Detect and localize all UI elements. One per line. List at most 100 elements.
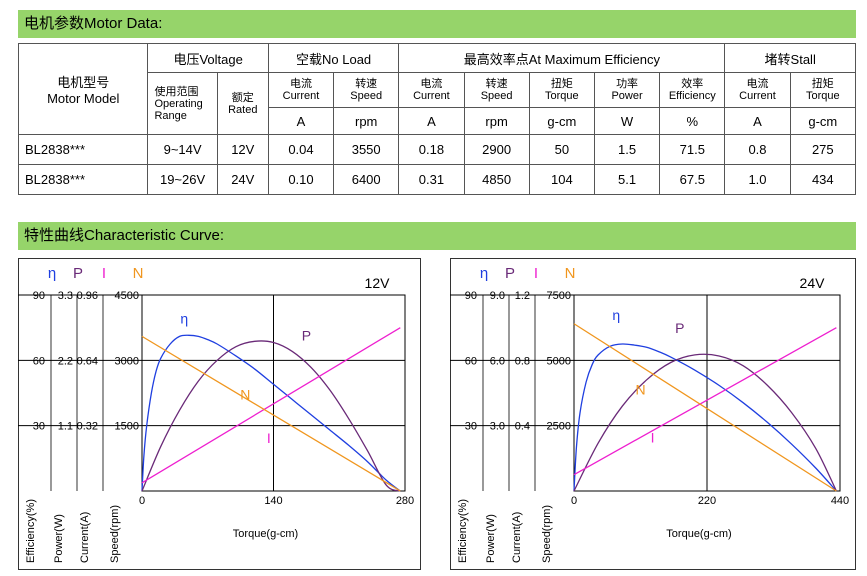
me-torque-header: 扭矩 Torque bbox=[528, 72, 595, 108]
nl-speed-header: 转速 Speed bbox=[333, 72, 400, 108]
series-label-power: P bbox=[302, 328, 311, 344]
rated-header-cn: 额定 bbox=[231, 91, 254, 104]
axis-symbol-current: I bbox=[102, 265, 106, 282]
row-nl-speed: 3550 bbox=[333, 134, 400, 165]
series-label-current: I bbox=[267, 430, 271, 446]
tick-label-efficiency: 90 bbox=[465, 290, 477, 302]
row-range: 9~14V bbox=[147, 134, 218, 165]
row-nl-speed: 6400 bbox=[333, 164, 400, 195]
series-line-power bbox=[573, 353, 837, 492]
x-tick-label: 220 bbox=[698, 495, 716, 507]
range-header-en2: Range bbox=[154, 109, 187, 122]
axis-symbol-speed: N bbox=[565, 265, 576, 282]
x-tick-label: 0 bbox=[571, 495, 577, 507]
me-speed-header: 转速 Speed bbox=[463, 72, 530, 108]
tick-label-current: 1.2 bbox=[515, 290, 530, 302]
table-row: BL2838*** 9~14V 12V 0.04 3550 0.18 2900 … bbox=[17, 134, 857, 165]
unit-cell: A bbox=[724, 107, 791, 135]
tick-label-efficiency: 60 bbox=[33, 355, 45, 367]
axis-symbol-speed: N bbox=[133, 265, 144, 282]
axis-symbol-efficiency: η bbox=[48, 265, 56, 282]
row-st-current: 0.8 bbox=[724, 134, 791, 165]
unit-cell: % bbox=[659, 107, 726, 135]
series-label-speed: N bbox=[240, 387, 250, 403]
me-efficiency-header: 效率 Efficiency bbox=[659, 72, 726, 108]
row-me-eff: 67.5 bbox=[659, 164, 726, 195]
unit-cell: rpm bbox=[463, 107, 530, 135]
series-label-efficiency: η bbox=[612, 307, 620, 323]
motor-data-table: 电机型号 Motor Model 电压Voltage 空载No Load 最高效… bbox=[17, 43, 857, 195]
tick-label-speed: 2500 bbox=[547, 421, 571, 433]
tick-label-current: 0.64 bbox=[77, 355, 98, 367]
row-rated: 12V bbox=[216, 134, 269, 165]
series-line-power bbox=[141, 340, 401, 492]
tick-label-speed: 4500 bbox=[115, 290, 139, 302]
row-me-torque: 50 bbox=[528, 134, 595, 165]
series-line-efficiency bbox=[141, 334, 401, 492]
row-st-current: 1.0 bbox=[724, 164, 791, 195]
series-line-speed bbox=[141, 335, 401, 492]
unit-cell: W bbox=[593, 107, 661, 135]
range-header-en1: Operating bbox=[154, 97, 203, 110]
row-st-torque: 275 bbox=[789, 134, 857, 165]
me-power-header: 功率 Power bbox=[593, 72, 661, 108]
rated-header-en: Rated bbox=[228, 103, 258, 116]
x-axis-label: Torque(g-cm) bbox=[233, 528, 298, 540]
unit-cell: g-cm bbox=[789, 107, 857, 135]
unit-cell: g-cm bbox=[528, 107, 595, 135]
series-line-current bbox=[141, 327, 401, 484]
row-me-current: 0.18 bbox=[398, 134, 465, 165]
axis-symbol-power: P bbox=[73, 265, 83, 282]
motor-data-section-title: 电机参数Motor Data: bbox=[18, 10, 856, 38]
unit-cell: rpm bbox=[333, 107, 400, 135]
axis-title-efficiency: Efficiency(%) bbox=[25, 499, 37, 563]
tick-label-current: 0.32 bbox=[77, 421, 98, 433]
model-header-en: Motor Model bbox=[47, 91, 120, 106]
series-label-speed: N bbox=[635, 381, 645, 397]
me-current-header: 电流 Current bbox=[398, 72, 465, 108]
tick-label-speed: 3000 bbox=[115, 355, 139, 367]
tick-label-current: 0.8 bbox=[515, 355, 530, 367]
tick-label-efficiency: 30 bbox=[465, 421, 477, 433]
row-me-speed: 2900 bbox=[463, 134, 530, 165]
row-rated: 24V bbox=[216, 164, 269, 195]
axis-title-current: Current(A) bbox=[79, 512, 91, 563]
range-header-cn: 使用范围 bbox=[154, 85, 199, 98]
x-tick-label: 280 bbox=[396, 495, 414, 507]
tick-label-current: 0.96 bbox=[77, 290, 98, 302]
tick-label-current: 0.4 bbox=[515, 421, 530, 433]
tick-label-power: 1.1 bbox=[58, 421, 73, 433]
tick-label-power: 3.3 bbox=[58, 290, 73, 302]
tick-label-efficiency: 30 bbox=[33, 421, 45, 433]
axis-title-efficiency: Efficiency(%) bbox=[457, 499, 469, 563]
axis-title-power: Power(W) bbox=[485, 514, 497, 563]
series-label-efficiency: η bbox=[180, 310, 188, 326]
row-me-torque: 104 bbox=[528, 164, 595, 195]
chart-title: 12V bbox=[365, 275, 391, 291]
chart-frame bbox=[450, 258, 856, 570]
no-load-header: 空载No Load bbox=[267, 43, 400, 73]
model-header-cn: 电机型号 bbox=[57, 75, 110, 90]
row-range: 19~26V bbox=[147, 164, 218, 195]
x-tick-label: 440 bbox=[831, 495, 849, 507]
row-model: BL2838*** bbox=[17, 134, 149, 165]
row-me-power: 5.1 bbox=[593, 164, 661, 195]
axis-title-current: Current(A) bbox=[511, 512, 523, 563]
tick-label-efficiency: 60 bbox=[465, 355, 477, 367]
axis-title-speed: Speed(rpm) bbox=[541, 505, 553, 563]
series-line-current bbox=[573, 327, 837, 476]
rated-header: 额定 Rated bbox=[216, 72, 269, 135]
voltage-header: 电压Voltage bbox=[147, 43, 269, 73]
axis-title-power: Power(W) bbox=[53, 514, 65, 563]
model-header-cell: 电机型号 Motor Model bbox=[17, 43, 149, 135]
axis-symbol-efficiency: η bbox=[480, 265, 488, 282]
series-label-power: P bbox=[675, 320, 684, 336]
row-model: BL2838*** bbox=[17, 164, 149, 195]
unit-cell: A bbox=[267, 107, 335, 135]
unit-cell: A bbox=[398, 107, 465, 135]
tick-label-speed: 1500 bbox=[115, 421, 139, 433]
row-nl-current: 0.04 bbox=[267, 134, 335, 165]
x-tick-label: 0 bbox=[139, 495, 145, 507]
